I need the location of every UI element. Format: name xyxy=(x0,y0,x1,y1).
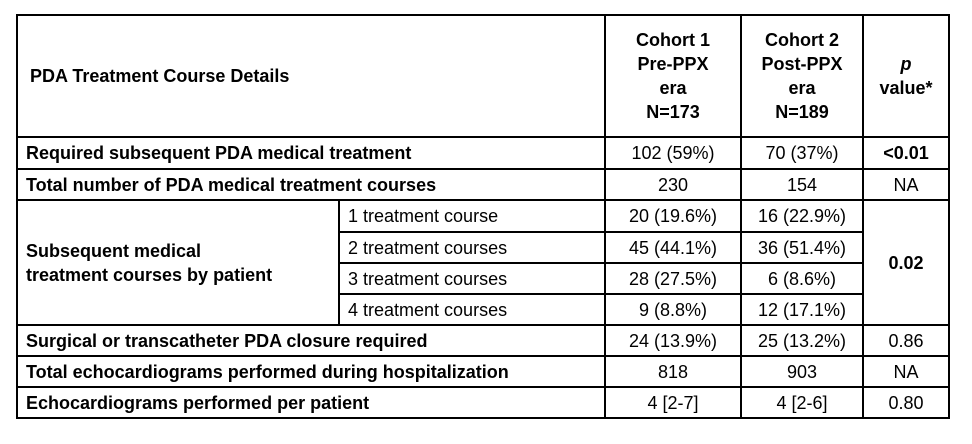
cohort2-value: 4 [2-6] xyxy=(740,386,865,419)
cohort2-value: 16 (22.9%) xyxy=(740,199,865,233)
cohort1-value: 45 (44.1%) xyxy=(604,231,743,264)
row-label: Total echocardiograms performed during h… xyxy=(15,355,607,388)
row-label: Surgical or transcatheter PDA closure re… xyxy=(15,324,607,357)
cohort1-value: 9 (8.8%) xyxy=(604,293,743,326)
cohort2-value: 36 (51.4%) xyxy=(740,231,865,264)
cohort1-value: 230 xyxy=(604,168,743,201)
subsequent-label-line: treatment courses by patient xyxy=(26,264,273,285)
cohort2-value: 6 (8.6%) xyxy=(740,262,865,295)
cohort2-header-line: N=189 xyxy=(775,102,829,122)
pda-treatment-table: PDA Treatment Course Details Cohort 1 Pr… xyxy=(15,14,951,419)
cohort1-value: 4 [2-7] xyxy=(604,386,743,419)
table-row: Echocardiograms performed per patient 4 … xyxy=(15,386,951,419)
table-row: 3 treatment courses 28 (27.5%) 6 (8.6%) xyxy=(17,262,949,295)
sub-row-label: 3 treatment courses xyxy=(337,262,607,295)
header-row: PDA Treatment Course Details Cohort 1 Pr… xyxy=(15,14,951,138)
cohort1-value: 818 xyxy=(604,355,743,388)
table-row: Subsequent medical treatment courses by … xyxy=(16,199,951,326)
subsequent-courses-label: Subsequent medical treatment courses by … xyxy=(16,199,340,326)
table-row: 2 treatment courses 45 (44.1%) 36 (51.4%… xyxy=(17,231,949,264)
p-value: <0.01 xyxy=(862,136,951,170)
p-value: 0.02 xyxy=(862,199,951,326)
p-value-header-rest: value* xyxy=(879,78,933,98)
cohort2-value: 154 xyxy=(740,168,865,201)
cohort2-header-line: Post-PPX xyxy=(761,54,843,74)
cohort2-value: 903 xyxy=(740,355,865,388)
p-value: NA xyxy=(862,355,951,388)
cohort2-header: Cohort 2 Post-PPX era N=189 xyxy=(740,14,865,138)
cohort1-header-line: N=173 xyxy=(646,102,700,122)
sub-row-label: 2 treatment courses xyxy=(337,231,607,264)
p-value: 0.86 xyxy=(862,324,951,357)
table-row: Required subsequent PDA medical treatmen… xyxy=(15,136,951,170)
row-label: Total number of PDA medical treatment co… xyxy=(15,168,607,201)
cohort2-header-line: era xyxy=(788,78,816,98)
cohort1-value: 20 (19.6%) xyxy=(604,199,743,233)
subsequent-label-line: Subsequent medical xyxy=(26,240,202,261)
table-row: 4 treatment courses 9 (8.8%) 12 (17.1%) xyxy=(17,293,949,326)
sub-row-label: 4 treatment courses xyxy=(337,293,607,326)
table-row: Surgical or transcatheter PDA closure re… xyxy=(15,324,951,357)
row-label: Echocardiograms performed per patient xyxy=(15,386,607,419)
table-title: PDA Treatment Course Details xyxy=(15,14,607,138)
p-value: NA xyxy=(862,168,951,201)
cohort1-header: Cohort 1 Pre-PPX era N=173 xyxy=(604,14,743,138)
table-row: Total number of PDA medical treatment co… xyxy=(15,168,951,201)
cohort1-value: 24 (13.9%) xyxy=(604,324,743,357)
cohort1-header-line: Cohort 1 xyxy=(636,30,711,50)
cohort1-header-line: era xyxy=(659,78,687,98)
cohort1-value: 28 (27.5%) xyxy=(604,262,743,295)
cohort2-value: 25 (13.2%) xyxy=(740,324,865,357)
p-value-header-italic: p xyxy=(900,54,912,74)
row-label: Required subsequent PDA medical treatmen… xyxy=(15,136,607,170)
p-value: 0.80 xyxy=(862,386,951,419)
table-row: Total echocardiograms performed during h… xyxy=(15,355,951,388)
cohort1-value: 102 (59%) xyxy=(604,136,743,170)
cohort2-value: 70 (37%) xyxy=(740,136,865,170)
cohort2-header-line: Cohort 2 xyxy=(765,30,840,50)
cohort2-value: 12 (17.1%) xyxy=(740,293,865,326)
p-value-header: p value* xyxy=(862,14,951,138)
cohort1-header-line: Pre-PPX xyxy=(637,54,709,74)
sub-row-label: 1 treatment course xyxy=(337,199,607,233)
